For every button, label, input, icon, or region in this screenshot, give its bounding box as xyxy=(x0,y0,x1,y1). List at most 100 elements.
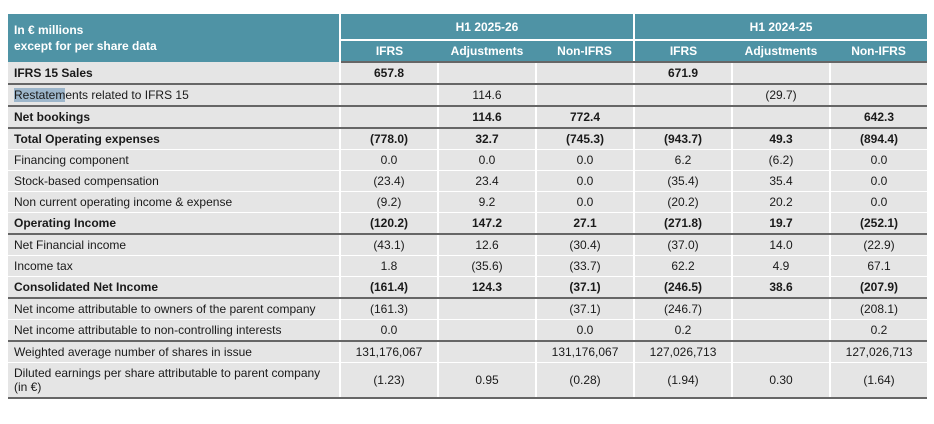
value-cell xyxy=(732,62,832,85)
value-cell: (252.1) xyxy=(830,212,928,235)
table-row: Restatements related to IFRS 15 114.6 (29.… xyxy=(8,84,928,107)
value-cell: 0.0 xyxy=(830,170,928,192)
row-label: Weighted average number of shares in iss… xyxy=(8,341,341,363)
value-cell: 27.1 xyxy=(536,212,636,235)
subheader-ifrs-1: IFRS xyxy=(340,40,438,63)
value-cell: 772.4 xyxy=(536,106,636,129)
value-cell xyxy=(438,62,537,85)
row-label: Financing component xyxy=(8,149,341,171)
value-cell: (33.7) xyxy=(536,255,636,277)
value-cell: 0.0 xyxy=(830,149,928,171)
subheader-ifrs-2: IFRS xyxy=(633,40,733,63)
value-cell xyxy=(732,106,832,129)
row-label: Net income attributable to non-controlli… xyxy=(8,319,341,342)
value-cell xyxy=(438,298,537,320)
value-cell xyxy=(732,298,832,320)
value-cell: 20.2 xyxy=(732,191,832,213)
value-cell: 6.2 xyxy=(634,149,734,171)
value-cell: (6.2) xyxy=(732,149,832,171)
value-cell: (1.23) xyxy=(340,362,439,399)
value-cell: 35.4 xyxy=(732,170,832,192)
table-row: Net bookings 114.6 772.4 642.3 xyxy=(8,106,928,129)
value-cell: 642.3 xyxy=(830,106,928,129)
value-cell: (207.9) xyxy=(830,276,928,299)
value-cell: 0.0 xyxy=(340,319,439,342)
value-cell: 9.2 xyxy=(438,191,537,213)
value-cell: (271.8) xyxy=(634,212,734,235)
table-row: Diluted earnings per share attributable … xyxy=(8,362,928,399)
value-cell: (37.0) xyxy=(634,234,734,256)
row-label: Net Financial income xyxy=(8,234,341,256)
value-cell: 0.0 xyxy=(536,191,636,213)
corner-header-line1: In € millions xyxy=(14,22,84,37)
value-cell: (1.94) xyxy=(634,362,734,399)
value-cell: (778.0) xyxy=(340,128,439,150)
value-cell: 147.2 xyxy=(438,212,537,235)
table-row: Consolidated Net Income (161.4) 124.3 (37.1… xyxy=(8,276,928,299)
table-row: Weighted average number of shares in iss… xyxy=(8,341,928,363)
value-cell: (37.1) xyxy=(536,298,636,320)
value-cell xyxy=(340,84,439,107)
value-cell: 0.0 xyxy=(536,149,636,171)
value-cell: 67.1 xyxy=(830,255,928,277)
subheader-non-ifrs-2: Non-IFRS xyxy=(830,40,928,63)
table-row: Stock-based compensation (23.4) 23.4 0.0 (35… xyxy=(8,170,928,192)
value-cell: (161.4) xyxy=(340,276,439,299)
value-cell xyxy=(340,106,439,129)
value-cell: 4.9 xyxy=(732,255,832,277)
row-label: Total Operating expenses xyxy=(8,128,341,150)
value-cell: 0.0 xyxy=(830,191,928,213)
value-cell: 0.30 xyxy=(732,362,832,399)
value-cell: (1.64) xyxy=(830,362,928,399)
value-cell: (943.7) xyxy=(634,128,734,150)
subheader-adjustments-1: Adjustments xyxy=(438,40,536,63)
value-cell: 0.0 xyxy=(536,319,636,342)
value-cell: 19.7 xyxy=(732,212,832,235)
value-cell: (0.28) xyxy=(536,362,636,399)
value-cell xyxy=(536,84,636,107)
value-cell: (120.2) xyxy=(340,212,439,235)
corner-header: In € millions except for per share data xyxy=(8,14,341,62)
value-cell: 0.2 xyxy=(830,319,928,342)
value-cell: 38.6 xyxy=(732,276,832,299)
value-cell: 114.6 xyxy=(438,84,537,107)
value-cell: (20.2) xyxy=(634,191,734,213)
value-cell: (35.4) xyxy=(634,170,734,192)
table-body: IFRS 15 Sales 657.8 671.9 Restatements rela… xyxy=(8,62,928,399)
table-row: Operating Income (120.2) 147.2 27.1 (271.8) 1… xyxy=(8,212,928,235)
corner-header-line2: except for per share data xyxy=(14,39,157,53)
value-cell: (43.1) xyxy=(340,234,439,256)
value-cell xyxy=(830,84,928,107)
row-label: Diluted earnings per share attributable … xyxy=(8,362,341,399)
value-cell xyxy=(438,319,537,342)
value-cell: 124.3 xyxy=(438,276,537,299)
table-row: Net income attributable to owners of the… xyxy=(8,298,928,320)
value-cell: 12.6 xyxy=(438,234,537,256)
value-cell xyxy=(536,62,636,85)
value-cell: 32.7 xyxy=(438,128,537,150)
value-cell: (246.5) xyxy=(634,276,734,299)
table-row: Financing component 0.0 0.0 0.0 6.2 (6.2) 0.0 xyxy=(8,149,928,171)
value-cell: 0.0 xyxy=(438,149,537,171)
value-cell: 657.8 xyxy=(340,62,439,85)
value-cell: 127,026,713 xyxy=(634,341,734,363)
row-label: Restatements related to IFRS 15 xyxy=(8,84,341,107)
value-cell: (30.4) xyxy=(536,234,636,256)
table-row: Total Operating expenses (778.0) 32.7 (745.… xyxy=(8,128,928,150)
table-row: Net Financial income (43.1) 12.6 (30.4) (37.… xyxy=(8,234,928,256)
value-cell: 49.3 xyxy=(732,128,832,150)
value-cell: (745.3) xyxy=(536,128,636,150)
value-cell xyxy=(438,341,537,363)
table-row: Net income attributable to non-controlli… xyxy=(8,319,928,342)
value-cell: 23.4 xyxy=(438,170,537,192)
value-cell: 131,176,067 xyxy=(536,341,636,363)
value-cell: 0.0 xyxy=(340,149,439,171)
subheader-non-ifrs-1: Non-IFRS xyxy=(536,40,635,63)
value-cell: 0.2 xyxy=(634,319,734,342)
value-cell: 127,026,713 xyxy=(830,341,928,363)
column-group-h1-2024-25: H1 2024-25 xyxy=(633,14,928,41)
text-selection-highlight: Restatem xyxy=(14,88,66,102)
row-label: Stock-based compensation xyxy=(8,170,341,192)
value-cell: (161.3) xyxy=(340,298,439,320)
value-cell: 1.8 xyxy=(340,255,439,277)
